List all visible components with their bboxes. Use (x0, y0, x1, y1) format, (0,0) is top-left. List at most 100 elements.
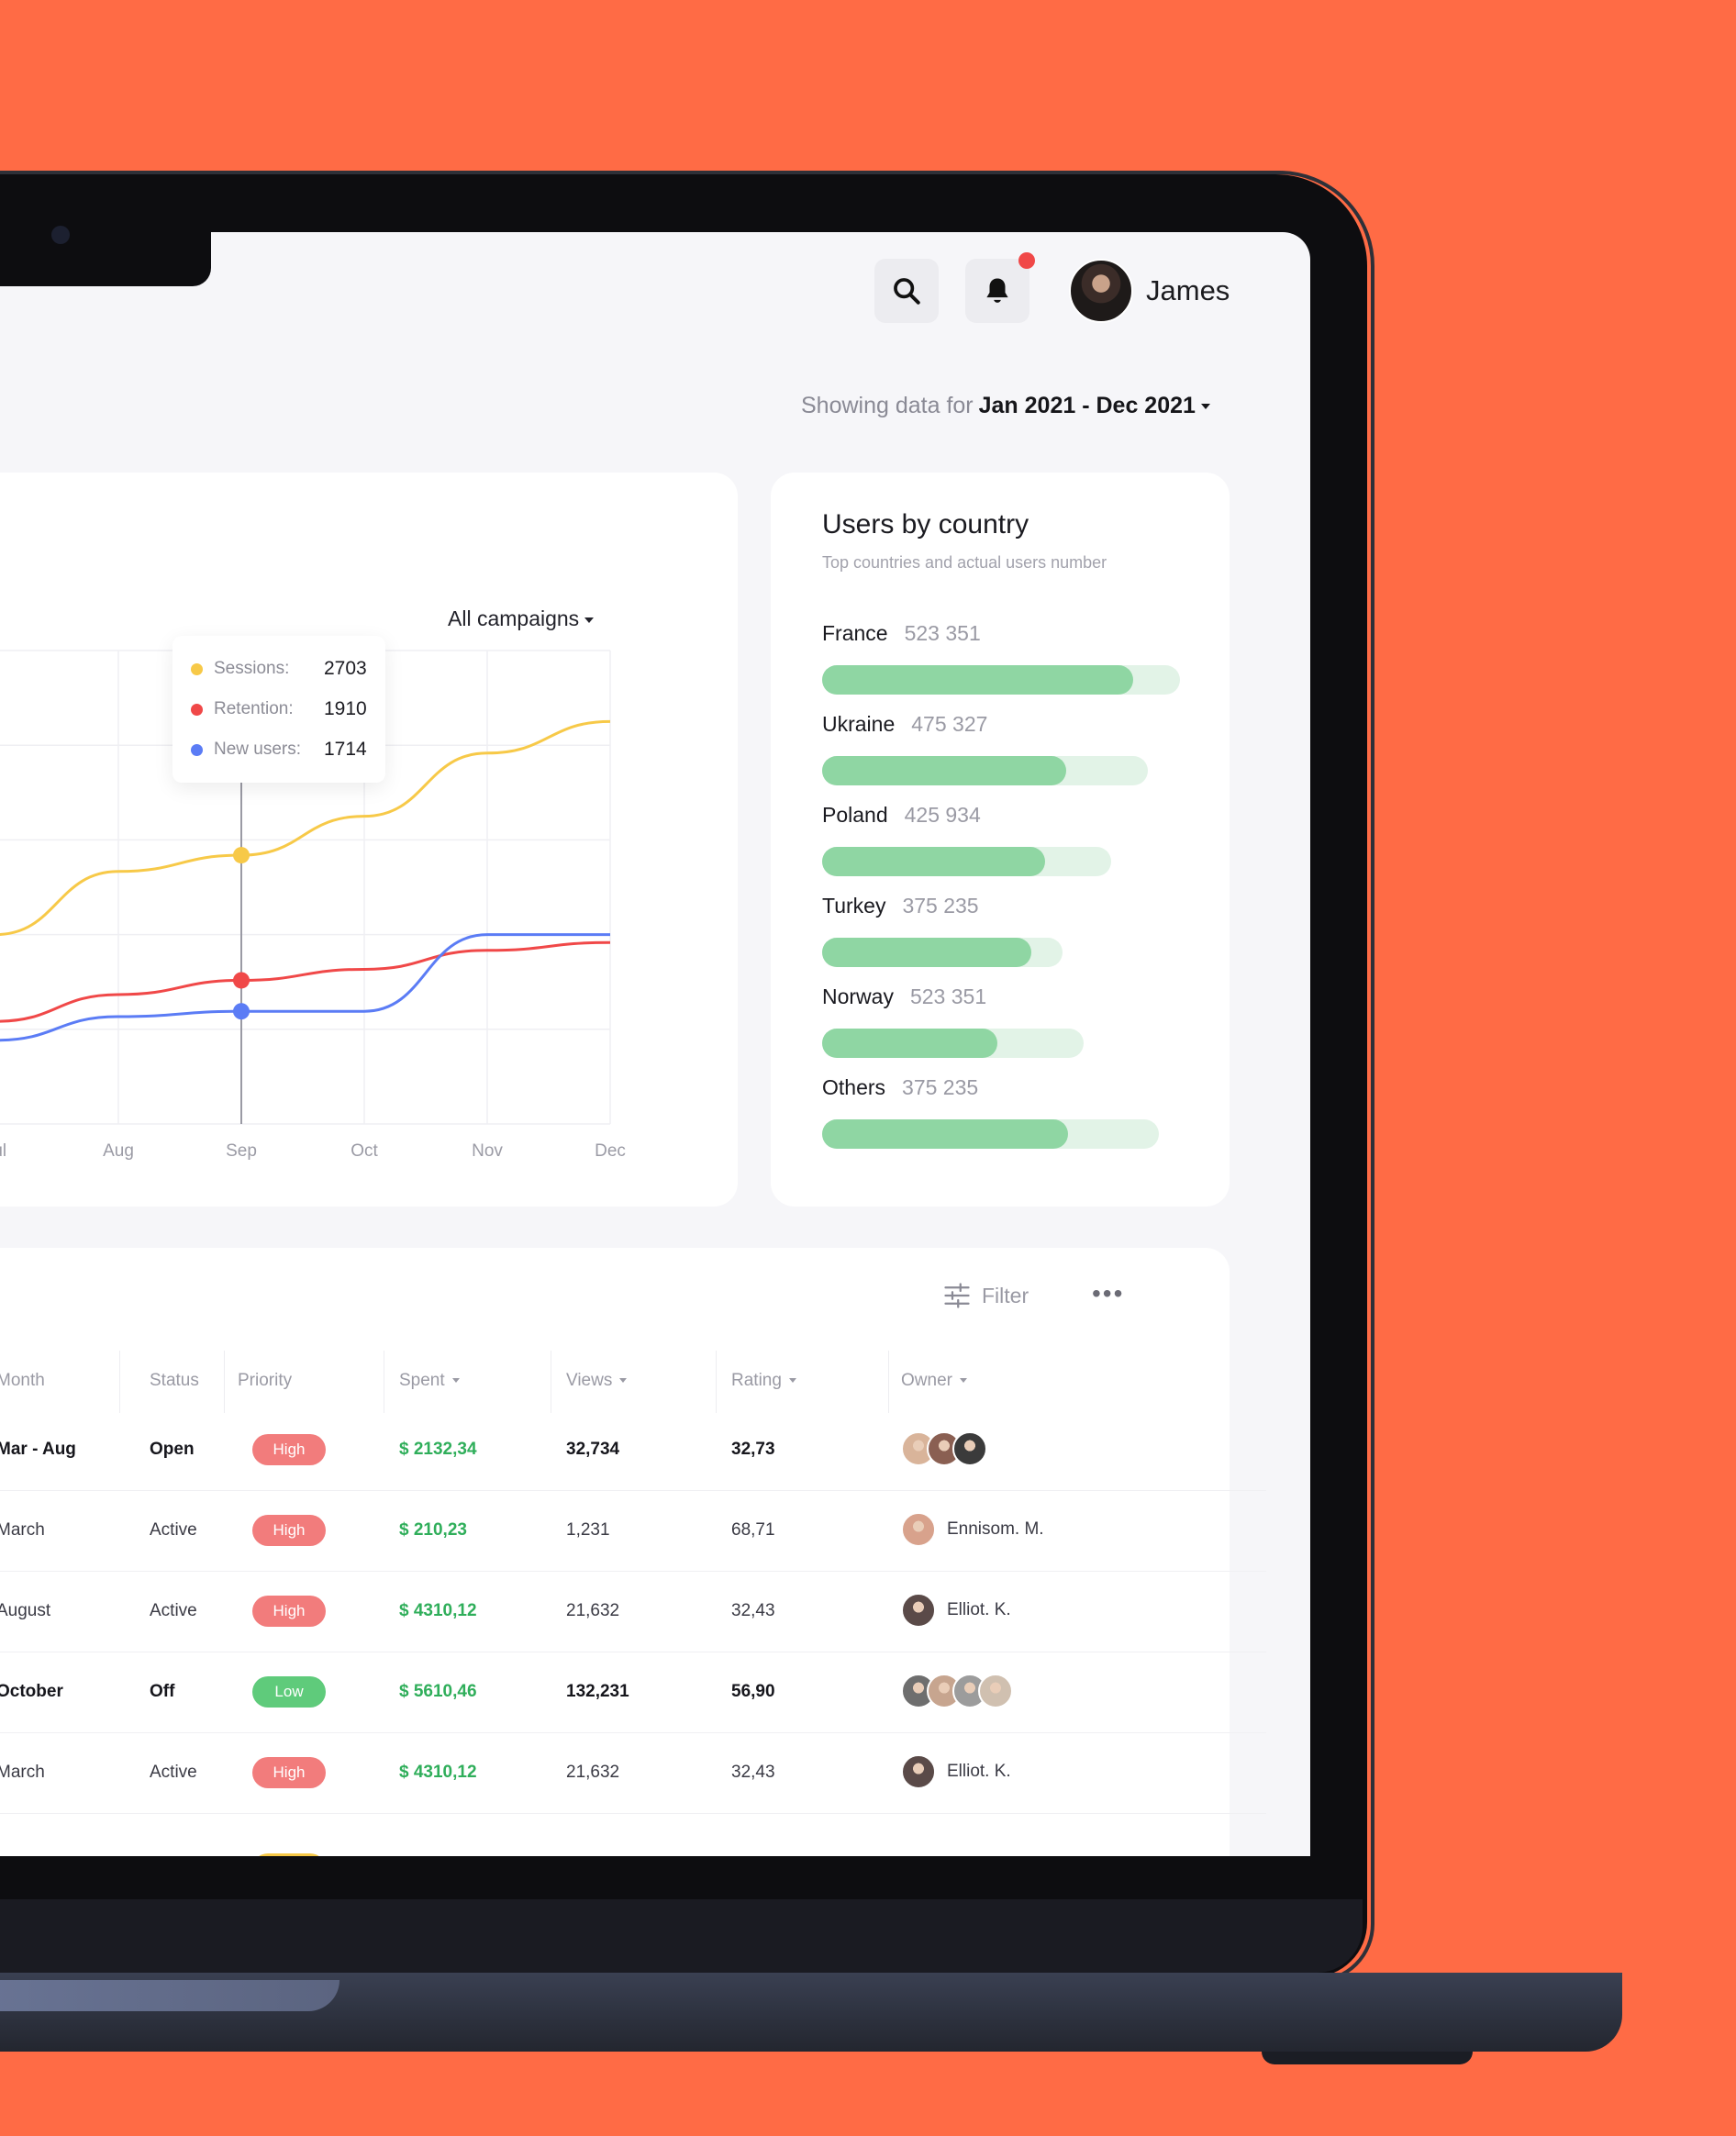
country-name: France (822, 621, 888, 645)
country-users-count: 425 934 (904, 803, 981, 827)
user-name: James (1146, 274, 1230, 306)
owner-name: Elliot. K. (947, 1600, 1011, 1619)
column-header-label: Owner (901, 1371, 952, 1390)
owner-cell[interactable]: Elliot. K. (901, 1593, 1011, 1628)
sessions-legend-dot (191, 662, 203, 675)
laptop-foot (1262, 2052, 1473, 2064)
series-line-new-users[interactable] (0, 933, 610, 1082)
sort-chevron-icon (959, 1378, 967, 1384)
sessions-chart-card: All campaigns Jul Aug Sep Oct Nov Dec Session… (0, 473, 738, 1207)
views-cell: 1,231 (566, 1520, 610, 1540)
priority-badge: High (252, 1757, 326, 1788)
status-cell: Active (150, 1763, 197, 1782)
retention-legend-dot (191, 703, 203, 716)
date-range-selector[interactable]: Showing data for Jan 2021 - Dec 2021 (801, 393, 1210, 419)
card-title: Users by country (822, 509, 1029, 540)
x-tick-label: Oct (351, 1141, 378, 1161)
column-header-priority: Priority (238, 1371, 292, 1391)
row-divider (0, 1490, 1266, 1491)
country-name: Norway (822, 985, 894, 1008)
avatar (901, 1593, 936, 1628)
country-progress-track (822, 1029, 1084, 1058)
owner-name: Elliot. K. (947, 1762, 1011, 1781)
x-tick-label: Nov (472, 1141, 503, 1161)
tooltip-value: 1910 (324, 698, 367, 719)
owner-cell[interactable]: Ennisom. M. (901, 1512, 1044, 1547)
avatar (952, 1431, 987, 1466)
new-users-legend-dot (191, 743, 203, 756)
filter-button[interactable]: Filter (943, 1283, 1029, 1308)
avatar (901, 1512, 936, 1547)
notification-badge (1018, 252, 1035, 269)
owner-cell[interactable]: Elliot. K. (901, 1754, 1011, 1789)
more-options-button[interactable]: ••• (1092, 1279, 1124, 1308)
views-cell: 21,632 (566, 1763, 620, 1782)
column-header-owner[interactable]: Owner (901, 1371, 967, 1391)
more-icon: ••• (1092, 1279, 1125, 1307)
country-progress-fill (822, 847, 1045, 876)
users-by-country-card: Users by country Top countries and actua… (771, 473, 1230, 1207)
spent-cell: $ 2132,34 (399, 1440, 477, 1459)
bell-icon (986, 278, 1008, 303)
search-button[interactable] (874, 259, 939, 323)
column-header-label: Month (0, 1371, 45, 1390)
row-divider (0, 1813, 1266, 1814)
country-row-others: Others 375 235 (822, 1075, 1159, 1149)
spent-cell: $ 4310,12 (399, 1601, 477, 1620)
priority-badge: High (252, 1515, 326, 1546)
tooltip-row-sessions: Sessions: 2703 (191, 649, 367, 689)
sort-chevron-icon (788, 1378, 796, 1384)
spent-cell: $ 4310,12 (399, 1763, 477, 1782)
filter-icon (944, 1283, 970, 1308)
tooltip-label: Retention: (214, 699, 294, 718)
campaigns-dropdown[interactable]: All campaigns (448, 606, 595, 631)
owner-cell[interactable] (901, 1674, 1013, 1708)
dashboard-screen: James Showing data for Jan 2021 - Dec 202… (0, 232, 1310, 1856)
series-point-new-users[interactable] (233, 1003, 250, 1020)
series-line-retention[interactable] (0, 940, 611, 1062)
rating-cell: 32,73 (731, 1440, 775, 1459)
country-name: Ukraine (822, 712, 896, 736)
column-header-month: Month (0, 1371, 45, 1391)
column-header-rating[interactable]: Rating (731, 1371, 796, 1391)
country-users-count: 523 351 (909, 985, 987, 1008)
x-tick-label: Jul (0, 1141, 7, 1161)
rating-cell: 32,43 (731, 1763, 775, 1782)
line-chart[interactable] (0, 473, 738, 1207)
column-header-spent[interactable]: Spent (399, 1371, 460, 1391)
status-cell: Active (150, 1601, 197, 1620)
tooltip-label: Sessions: (214, 659, 290, 678)
views-cell: 21,632 (566, 1601, 620, 1620)
column-header-views[interactable]: Views (566, 1371, 628, 1391)
country-progress-fill (822, 756, 1067, 785)
month-cell: Mar - Aug (0, 1440, 76, 1459)
column-header-label: Views (566, 1371, 613, 1390)
date-range-label: Showing data for (801, 393, 974, 418)
column-divider (888, 1351, 889, 1413)
rating-cell: 56,90 (731, 1682, 775, 1701)
country-progress-track (822, 1119, 1159, 1149)
laptop-bezel-bottom (0, 1899, 1363, 1973)
avatar (1069, 259, 1133, 323)
notifications-button[interactable] (965, 259, 1029, 323)
column-header-label: Status (150, 1371, 199, 1390)
chevron-down-icon (1200, 404, 1210, 410)
status-cell: Active (150, 1520, 197, 1540)
series-point-sessions[interactable] (233, 847, 250, 864)
user-menu[interactable]: James (1069, 259, 1230, 323)
spent-cell: $ 5610,46 (399, 1682, 477, 1701)
owner-cell[interactable] (901, 1431, 987, 1466)
priority-badge: Low (252, 1676, 326, 1708)
month-cell: March (0, 1763, 45, 1782)
card-subtitle: Top countries and actual users number (822, 553, 1107, 572)
rating-cell: 32,43 (731, 1601, 775, 1620)
spent-cell: $ 210,23 (399, 1520, 467, 1540)
country-progress-fill (822, 938, 1031, 967)
country-progress-track (822, 847, 1111, 876)
country-row-norway: Norway 523 351 (822, 985, 1084, 1058)
series-point-retention[interactable] (233, 972, 250, 989)
row-divider (0, 1571, 1266, 1572)
chart-tooltip: Sessions: 2703 Retention: 1910 New users: 1… (172, 636, 385, 783)
country-users-count: 523 351 (904, 621, 981, 645)
country-progress-track (822, 938, 1063, 967)
